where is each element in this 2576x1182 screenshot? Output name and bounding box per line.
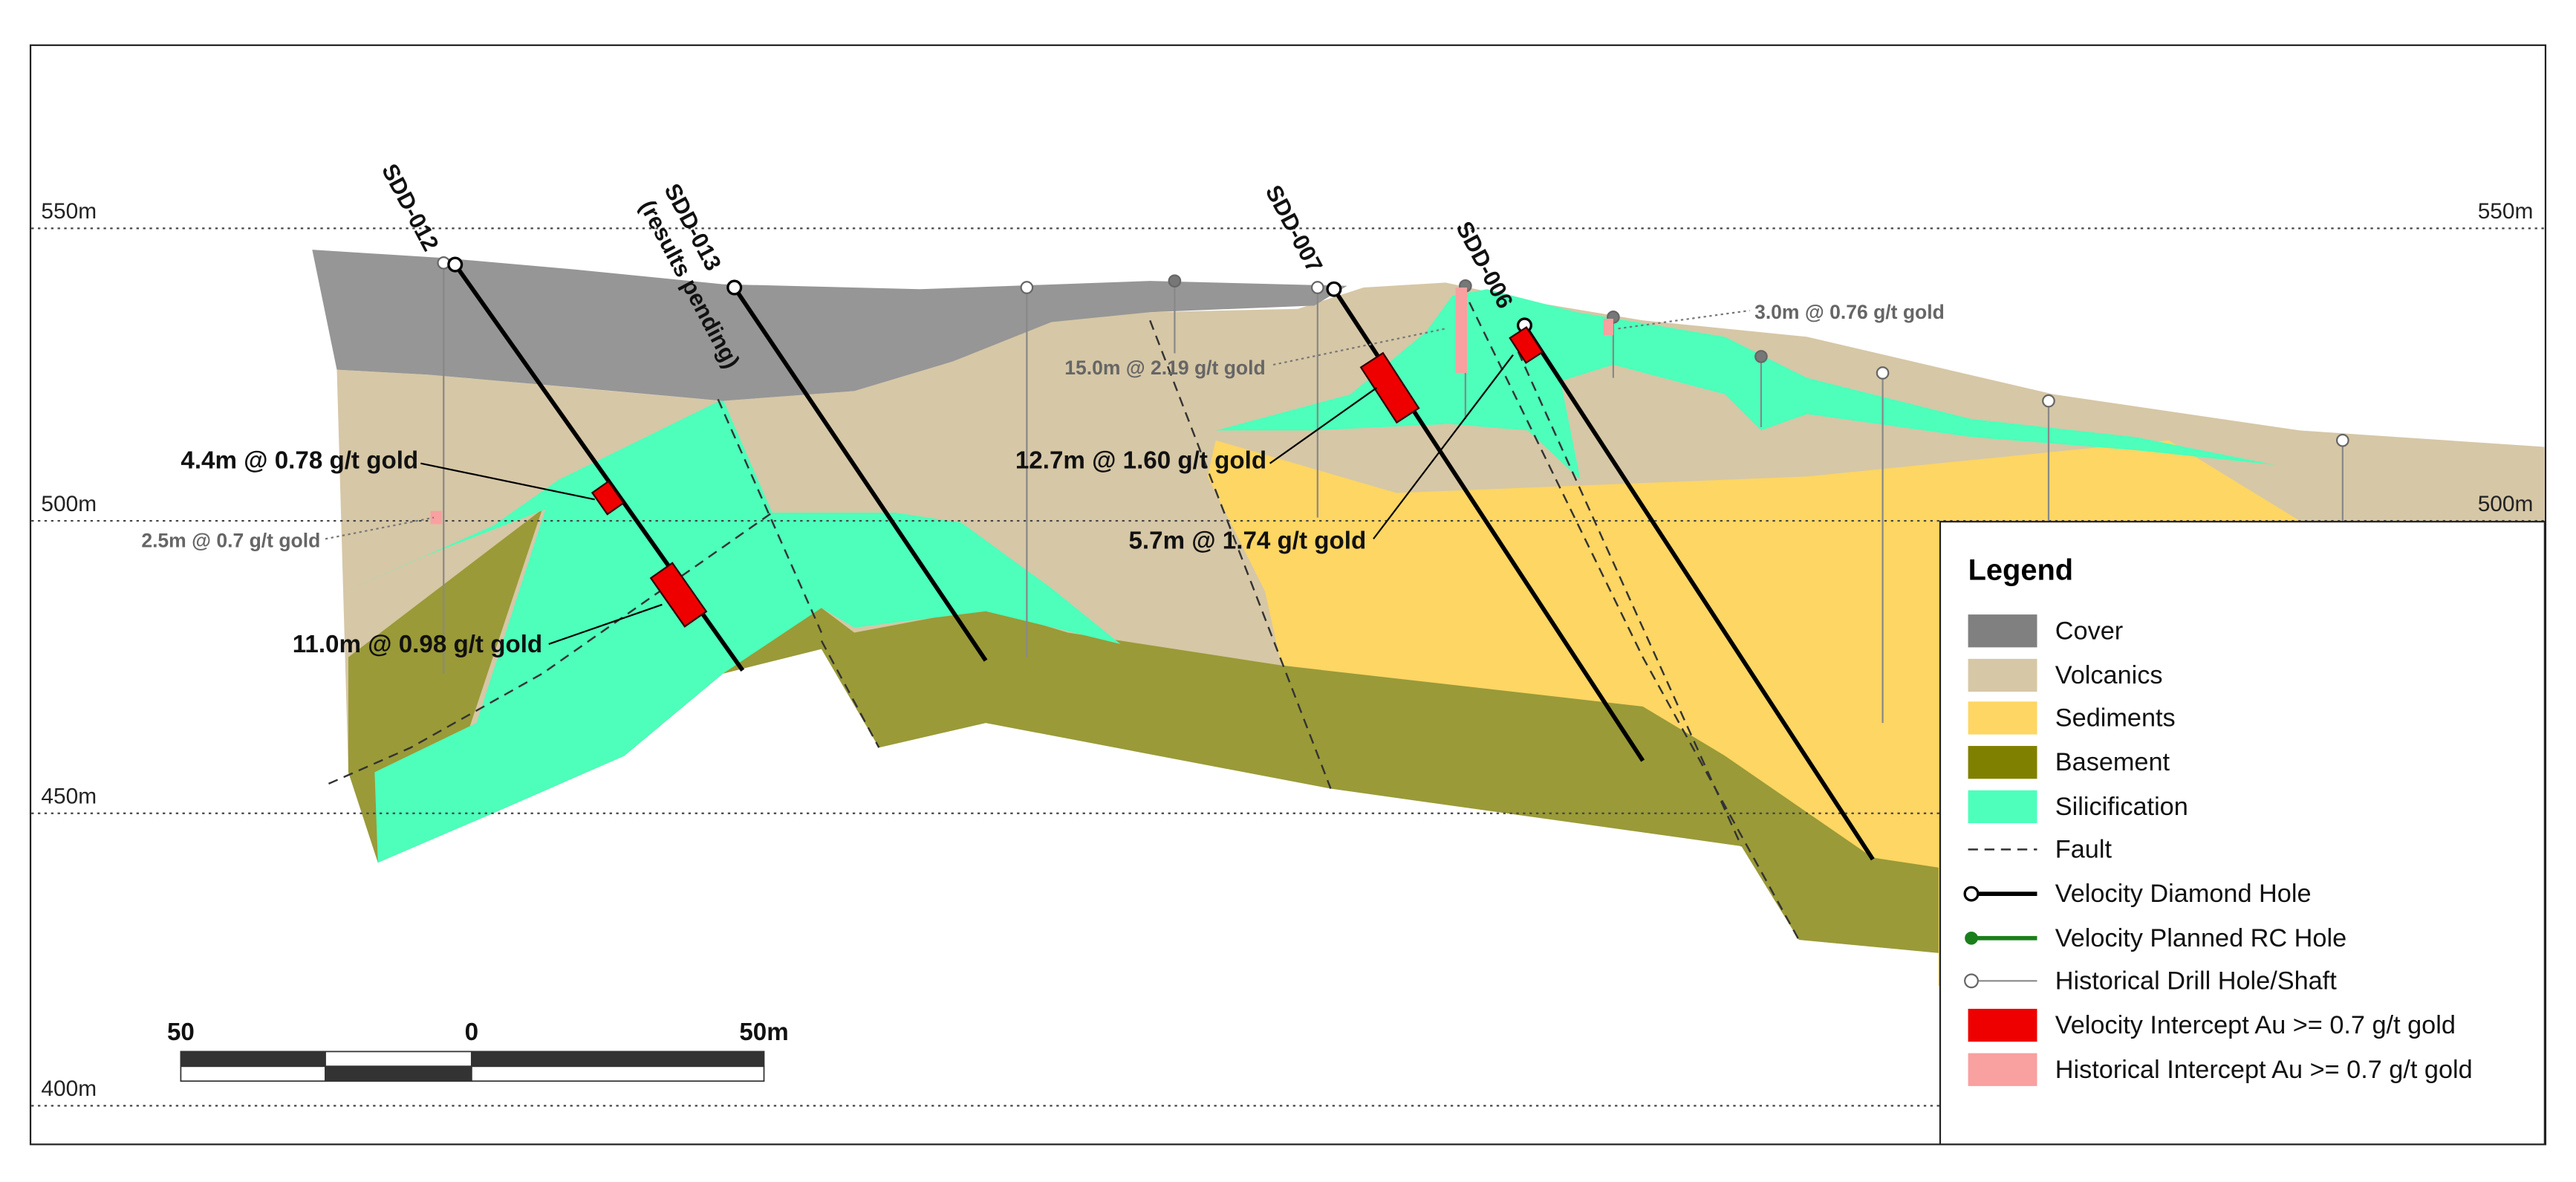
legend-label: Velocity Planned RC Hole [2055, 924, 2346, 952]
elevation-label: 500m [2478, 492, 2534, 516]
silicification [345, 399, 1121, 863]
intercept-labels [325, 309, 1750, 645]
fault [1510, 336, 1743, 847]
historical-intercept-label: 3.0m @ 0.76 g/t gold [1754, 301, 1945, 323]
legend-label: Silicification [2055, 793, 2188, 821]
legend-label: Velocity Diamond Hole [2055, 880, 2312, 908]
scale-bar [180, 1051, 765, 1082]
legend-label: Sediments [2055, 704, 2176, 733]
scale-label: 0 [465, 1019, 478, 1046]
elevation-label: 550m [2478, 199, 2534, 224]
intercept-label: 12.7m @ 1.60 g/t gold [1015, 447, 1266, 474]
fault [1461, 287, 1800, 941]
legend-label: Fault [2055, 835, 2112, 863]
intercept-label: 4.4m @ 0.78 g/t gold [180, 447, 418, 474]
elevation-label: 400m [41, 1077, 97, 1101]
elevation-label: 500m [41, 492, 97, 516]
fault [820, 640, 880, 748]
legend-label: Historical Drill Hole/Shaft [2055, 967, 2337, 995]
basement [348, 509, 1939, 953]
legend-label: Cover [2055, 617, 2123, 645]
elevation-label: 550m [41, 199, 97, 224]
historical-intercept-label: 15.0m @ 2.19 g/t gold [1064, 357, 1265, 379]
historical-intercept-label: 2.5m @ 0.7 g/t gold [141, 529, 320, 551]
fault [1149, 319, 1332, 789]
grid: 550m 550m 500m 500m 450m 400m [31, 199, 2545, 1107]
legend-label: Basement [2055, 748, 2170, 776]
faults [328, 287, 1800, 941]
historical-holes [430, 256, 2349, 724]
legend-title: Legend [1968, 554, 2074, 587]
scale-label: 50 [167, 1019, 195, 1046]
fault [328, 512, 773, 785]
legend-label: Velocity Intercept Au >= 0.7 g/t gold [2055, 1011, 2456, 1039]
diamond-holes [447, 256, 1875, 861]
intercept-label: 11.0m @ 0.98 g/t gold [293, 631, 542, 658]
legend: Legend Cover Volcanics Sediments Basemen… [1939, 521, 2546, 1146]
elevation-label: 450m [41, 784, 97, 808]
silicification [1215, 289, 2276, 480]
scale-label: 50m [739, 1019, 788, 1046]
fault [717, 398, 823, 633]
legend-label: Volcanics [2055, 661, 2163, 689]
cover [312, 250, 1347, 401]
legend-box [1939, 521, 2546, 1146]
intercept-label: 5.7m @ 1.74 g/t gold [1128, 527, 1366, 555]
legend-label: Historical Intercept Au >= 0.7 g/t gold [2055, 1056, 2473, 1084]
